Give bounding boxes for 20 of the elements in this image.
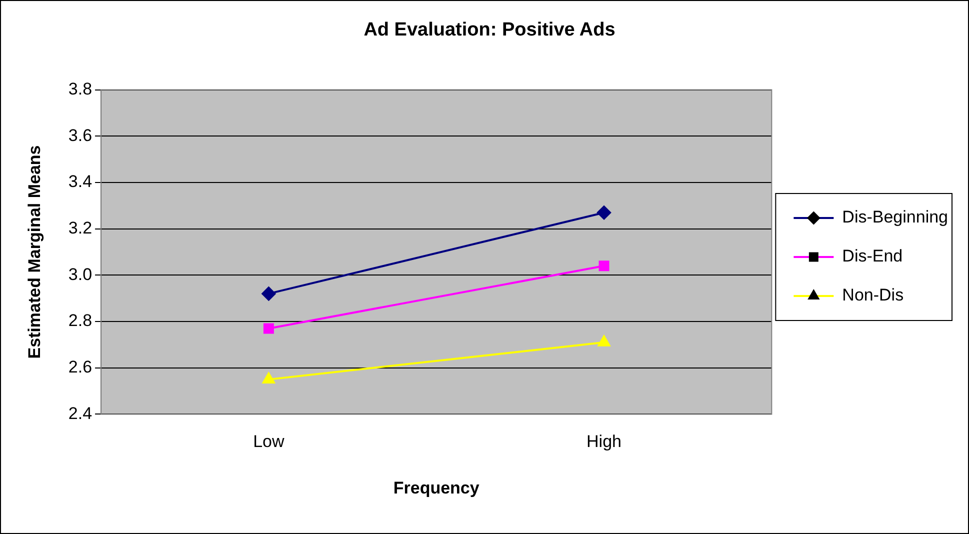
x-axis-title: Frequency xyxy=(393,478,480,498)
y-tick-label: 2.4 xyxy=(68,404,92,423)
y-tick-label: 3.0 xyxy=(68,264,92,284)
y-tick-label: 3.2 xyxy=(68,218,92,238)
legend-label: Dis-End xyxy=(842,246,903,266)
legend-label: Dis-Beginning xyxy=(842,208,948,227)
y-axis-title: Estimated Marginal Means xyxy=(24,145,44,359)
y-tick-label: 3.6 xyxy=(68,126,92,145)
point xyxy=(598,260,610,272)
point xyxy=(262,286,276,301)
chart-title: Ad Evaluation: Positive Ads xyxy=(364,20,616,41)
y-tick-label: 2.8 xyxy=(68,311,92,330)
y-tick-label: 3.4 xyxy=(68,172,92,192)
point xyxy=(263,323,274,334)
y-tick-label: 3.8 xyxy=(68,79,92,98)
x-tick-label: High xyxy=(586,432,622,452)
y-tick-label: 2.6 xyxy=(68,358,92,377)
legend-label: Non-Dis xyxy=(842,286,904,305)
x-tick-label: Low xyxy=(253,432,286,452)
point xyxy=(597,206,612,220)
